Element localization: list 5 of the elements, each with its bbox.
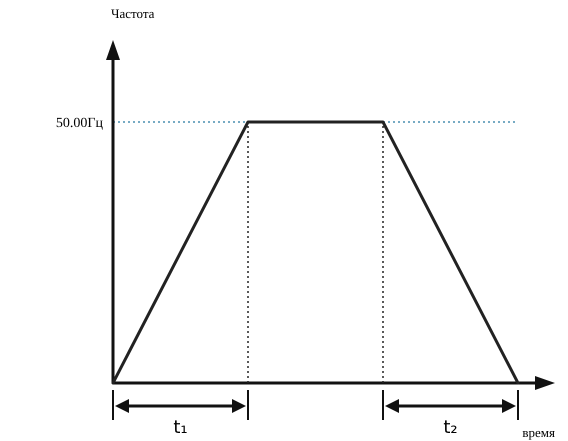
- ref-line-label: 50.00Гц: [56, 116, 104, 131]
- text: t₁: [173, 417, 188, 438]
- text: t₂: [443, 417, 458, 438]
- text: Частота: [111, 6, 155, 21]
- x-axis-title: время: [522, 425, 556, 440]
